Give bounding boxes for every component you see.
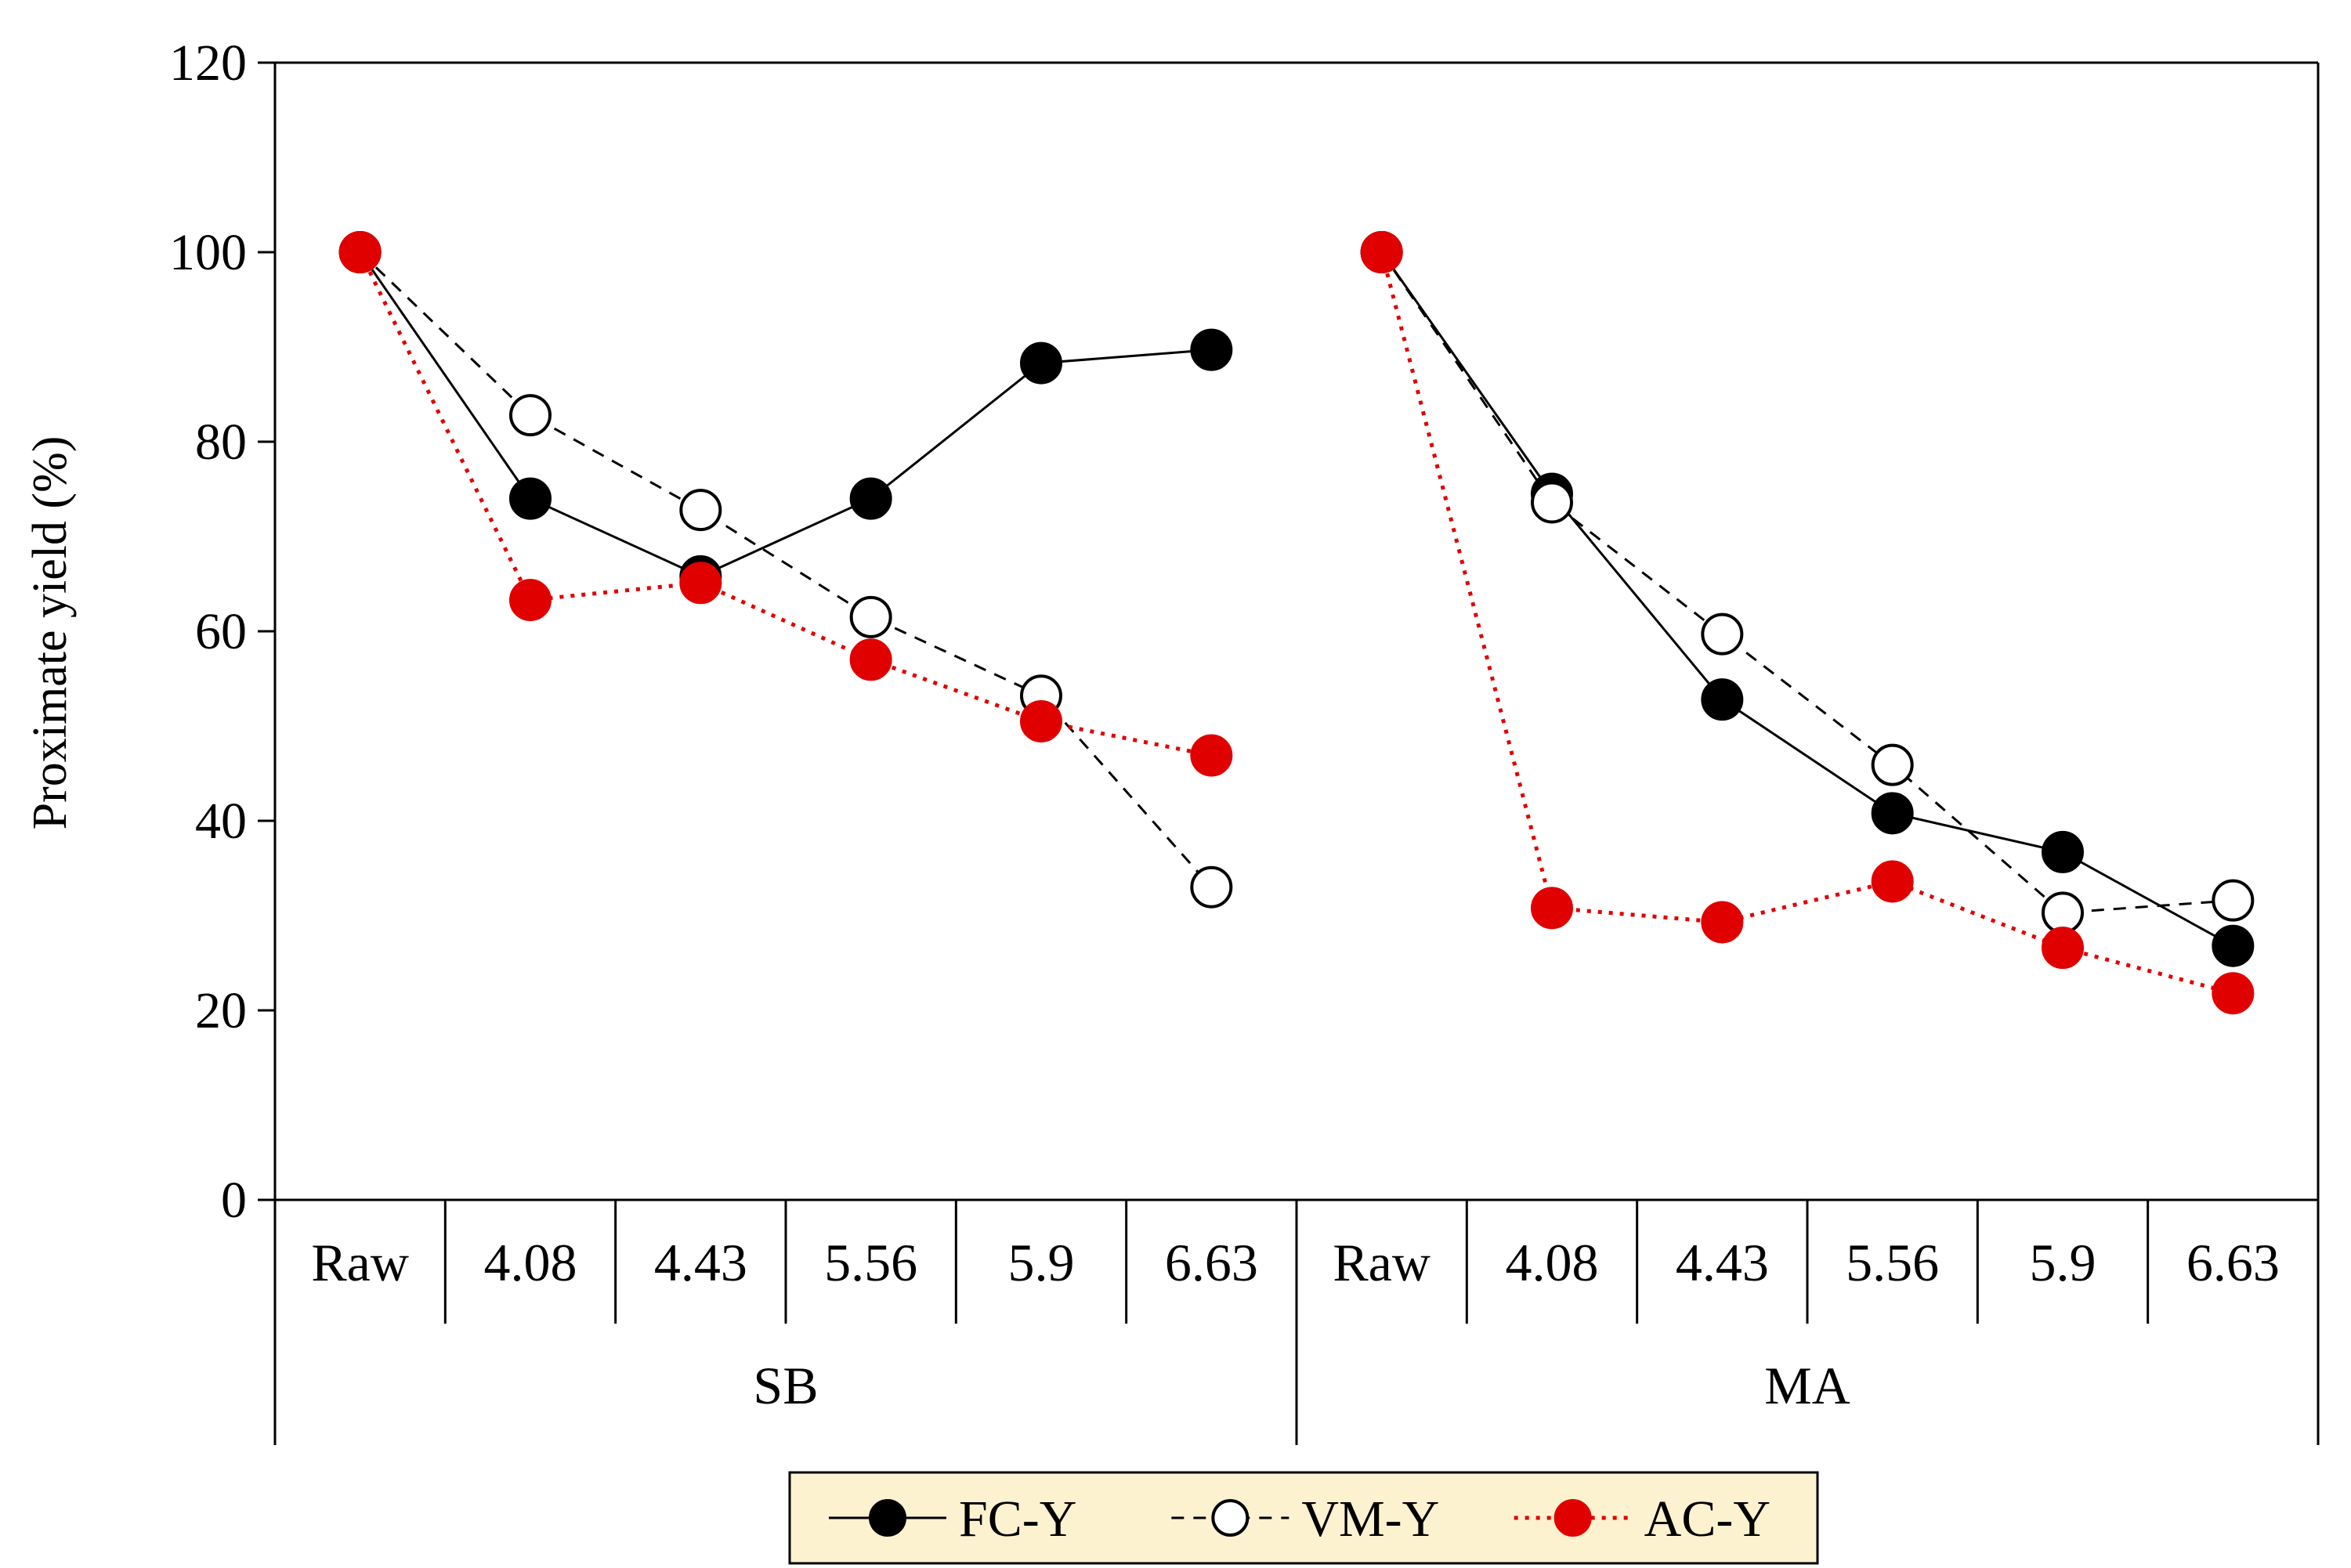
data-point bbox=[509, 477, 552, 520]
y-axis: 0 20 40 60 80 100 120 bbox=[169, 34, 277, 1229]
series-line bbox=[1380, 251, 2234, 948]
data-point bbox=[509, 394, 552, 437]
data-point bbox=[849, 595, 892, 638]
x-tick-label: 5.9 bbox=[1008, 1233, 1075, 1292]
data-point bbox=[1190, 734, 1233, 777]
data-point bbox=[1360, 231, 1403, 273]
data-point bbox=[1020, 341, 1062, 385]
legend-marker bbox=[1553, 1499, 1592, 1537]
data-point bbox=[849, 477, 892, 520]
data-point bbox=[1190, 328, 1233, 371]
series-layer bbox=[338, 231, 2255, 1015]
legend: FC-Y VM-Y AC-Y bbox=[788, 1471, 1819, 1565]
y-tick-label: 0 bbox=[221, 1172, 247, 1229]
data-point bbox=[2042, 891, 2084, 934]
series-line bbox=[1380, 251, 2233, 995]
data-point bbox=[679, 489, 722, 532]
x-tick-label: Raw bbox=[311, 1233, 409, 1292]
y-tick-label: 120 bbox=[169, 34, 247, 92]
y-tick-label: 80 bbox=[195, 414, 247, 471]
y-tick-label: 20 bbox=[195, 982, 247, 1039]
data-point bbox=[2212, 972, 2255, 1015]
data-point bbox=[1871, 860, 1914, 903]
data-point bbox=[2212, 879, 2255, 922]
data-point bbox=[679, 562, 722, 605]
legend-marker bbox=[1211, 1499, 1250, 1537]
group-label: MA bbox=[1764, 1356, 1850, 1415]
y-axis-label: Proximate yield (%) bbox=[24, 436, 77, 830]
data-point bbox=[2042, 830, 2084, 873]
data-point bbox=[1871, 743, 1914, 786]
data-point bbox=[509, 579, 552, 622]
data-point bbox=[338, 231, 382, 273]
data-point bbox=[1020, 699, 1062, 742]
x-tick-label: 6.63 bbox=[2186, 1233, 2280, 1292]
x-tick-label: 5.9 bbox=[2030, 1233, 2096, 1292]
x-tick-label: Raw bbox=[1333, 1233, 1430, 1292]
legend-box bbox=[788, 1471, 1819, 1565]
series-ac-y bbox=[338, 231, 2255, 1015]
legend-label: VM-Y bbox=[1301, 1490, 1439, 1548]
data-point bbox=[1531, 887, 1573, 930]
legend-label: AC-Y bbox=[1644, 1490, 1770, 1548]
legend-label: FC-Y bbox=[959, 1490, 1076, 1548]
data-point bbox=[2212, 924, 2255, 967]
series-line bbox=[358, 251, 1212, 757]
series-line bbox=[1380, 251, 2233, 914]
y-tick-label: 100 bbox=[169, 224, 247, 281]
data-point bbox=[1701, 678, 1744, 721]
x-tick-label: 6.63 bbox=[1165, 1233, 1258, 1292]
y-tick-label: 40 bbox=[195, 793, 247, 850]
x-tick-label: 4.43 bbox=[1676, 1233, 1769, 1292]
series-line bbox=[359, 251, 1212, 578]
x-tick-label: 5.56 bbox=[1846, 1233, 1939, 1292]
y-tick-label: 60 bbox=[195, 603, 247, 660]
data-point bbox=[2042, 927, 2084, 970]
legend-marker bbox=[869, 1499, 906, 1537]
data-point bbox=[849, 638, 892, 681]
x-axis: Raw 4.08 4.43 5.56 5.9 6.63 Raw 4.08 4.43 5.56 5.9… bbox=[273, 1200, 2320, 1445]
data-point bbox=[1701, 901, 1744, 944]
x-tick-label: 4.08 bbox=[484, 1233, 577, 1292]
data-point bbox=[1871, 792, 1914, 835]
group-label: SB bbox=[753, 1356, 818, 1415]
x-tick-label: 5.56 bbox=[824, 1233, 917, 1292]
data-point bbox=[1531, 481, 1573, 524]
x-tick-label: 4.08 bbox=[1506, 1233, 1599, 1292]
x-tick-label: 4.43 bbox=[654, 1233, 747, 1292]
data-point bbox=[1701, 612, 1744, 656]
data-point bbox=[1190, 865, 1233, 909]
